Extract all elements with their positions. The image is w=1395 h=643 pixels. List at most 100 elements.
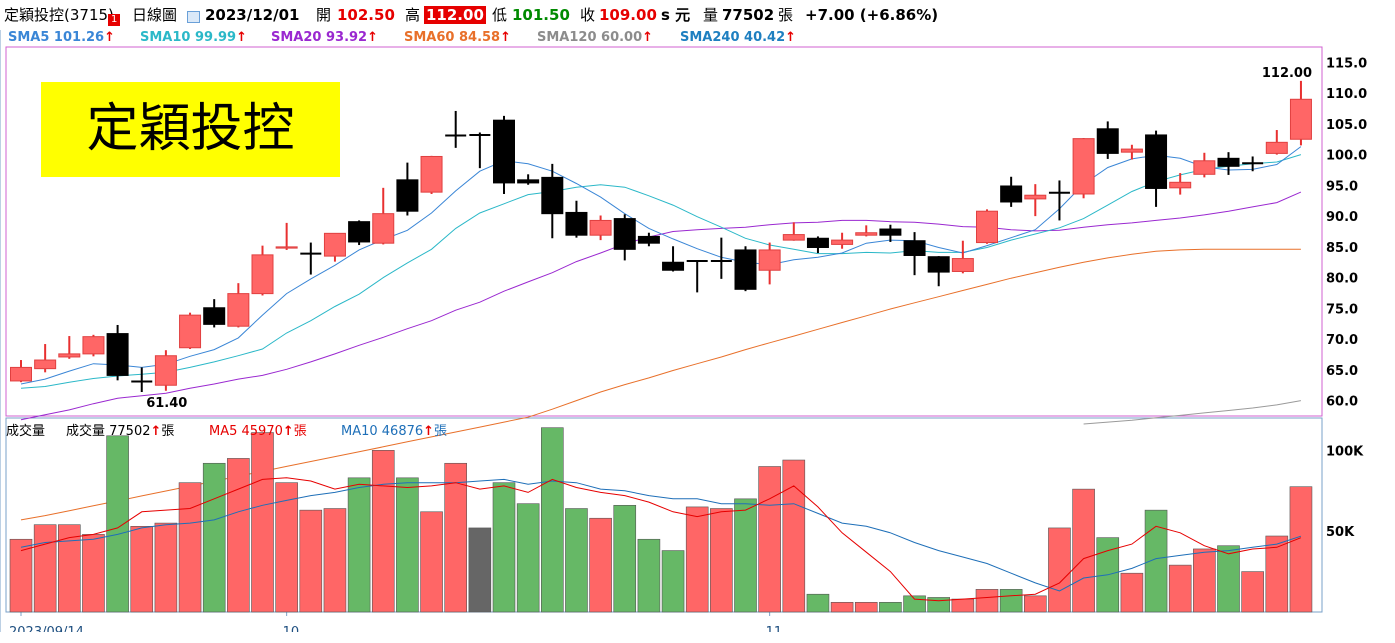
candle-body xyxy=(1000,185,1023,203)
volume-bar xyxy=(854,601,878,613)
volume-bar xyxy=(951,598,975,613)
volume-bar xyxy=(734,498,757,613)
low-annotation: 61.40 xyxy=(146,396,187,411)
candle-body xyxy=(1265,141,1288,154)
price-tick-label: 65.0 xyxy=(1326,364,1358,379)
volume-tick-label: 50K xyxy=(1326,525,1355,540)
volume-bar xyxy=(299,509,323,613)
volume-bar xyxy=(178,482,202,613)
volume-bar xyxy=(154,522,178,613)
volume-bar xyxy=(1120,572,1144,613)
volume-bar xyxy=(57,524,81,613)
volume-bar xyxy=(758,466,781,613)
candle-body xyxy=(493,119,515,184)
price-tick-label: 105.0 xyxy=(1326,118,1367,133)
candle-body xyxy=(1193,160,1216,175)
volume-bar xyxy=(879,601,902,613)
candle-body xyxy=(34,359,57,370)
price-tick-label: 90.0 xyxy=(1326,210,1358,225)
price-tick-label: 115.0 xyxy=(1326,56,1367,71)
volume-bar xyxy=(830,601,854,613)
price-tick-label: 100.0 xyxy=(1326,149,1367,164)
candle-body xyxy=(976,210,998,244)
chart-type-label[interactable]: 日線圖 xyxy=(132,6,178,24)
open-label: 開 xyxy=(316,6,332,24)
quote-date: 2023/12/01 xyxy=(205,6,300,24)
volume-bar xyxy=(1048,527,1071,613)
candle-body xyxy=(106,333,129,376)
candle-body xyxy=(662,261,685,271)
alert-badge[interactable]: 1 xyxy=(108,8,121,26)
sma5-line xyxy=(20,146,1302,385)
candle-body xyxy=(10,366,32,382)
volume-bar xyxy=(975,589,999,613)
volume-bar xyxy=(371,450,395,613)
candle-body xyxy=(613,218,636,250)
close-label: 收 xyxy=(580,6,596,24)
volume-bar xyxy=(396,477,419,613)
candle-body xyxy=(831,239,854,245)
volume-bar xyxy=(1024,595,1047,613)
volume-legend: 成交量 77502↑張 xyxy=(66,424,175,439)
candle-body xyxy=(1120,148,1143,153)
candle-body xyxy=(154,355,177,386)
sma60-legend: SMA60 84.58↑ xyxy=(404,30,512,45)
candle-body xyxy=(879,228,902,236)
candle-body xyxy=(251,254,274,295)
sma120-line xyxy=(1083,400,1301,425)
volume-bar xyxy=(323,508,347,613)
candle-body xyxy=(1096,128,1119,154)
candle-body xyxy=(927,256,950,273)
candle-body xyxy=(782,234,805,241)
volume-bar xyxy=(468,527,492,613)
high-value: 112.00 xyxy=(424,6,486,24)
vma10-line xyxy=(20,478,1302,592)
bottom-strip xyxy=(0,632,1395,643)
candle-body xyxy=(806,237,829,248)
volume-bar xyxy=(1241,571,1264,613)
candle-body xyxy=(1145,134,1168,189)
quote-header: 定穎投控(3715) 1 日線圖 2023/12/01 開 102.50 高 1… xyxy=(0,0,1395,30)
volume-bar xyxy=(903,595,926,613)
candle-body xyxy=(1072,138,1095,195)
volume-bar xyxy=(130,526,154,613)
price-tick-label: 80.0 xyxy=(1326,272,1358,287)
volume-bar xyxy=(685,506,709,613)
price-unit: s 元 xyxy=(661,6,691,24)
price-panel-frame xyxy=(5,46,1323,417)
volume-bar xyxy=(999,589,1023,613)
stock-name: 定穎投控(3715) xyxy=(4,6,114,24)
price-tick-label: 95.0 xyxy=(1326,179,1358,194)
sma10-line xyxy=(20,154,1302,389)
volume-bar xyxy=(1265,535,1289,613)
volume-bar xyxy=(420,511,443,613)
candle-body xyxy=(275,246,298,249)
candle-body xyxy=(58,353,81,358)
candle-body xyxy=(420,155,443,193)
high-annotation: 112.00 xyxy=(1262,66,1312,81)
volume-bar xyxy=(589,517,612,613)
volume-bar xyxy=(661,550,685,613)
volume-bar xyxy=(1144,509,1168,613)
candle-body xyxy=(348,221,371,243)
volume-bar xyxy=(347,477,371,613)
candle-body xyxy=(758,249,781,271)
candle-body xyxy=(541,176,564,215)
sma120-legend: SMA120 60.00↑ xyxy=(537,30,654,45)
volume-bar xyxy=(9,538,33,613)
candle-body xyxy=(517,179,540,184)
vma5-legend: MA5 45970↑張 xyxy=(209,424,307,439)
price-tick-label: 110.0 xyxy=(1326,87,1367,102)
volume-bar xyxy=(275,482,298,613)
calendar-icon[interactable] xyxy=(187,7,200,25)
candle-body xyxy=(179,314,202,349)
price-tick-label: 85.0 xyxy=(1326,241,1358,256)
sma20-line xyxy=(20,191,1302,421)
price-change: +7.00 (+6.86%) xyxy=(805,6,939,24)
volume-bar xyxy=(33,524,57,613)
sma20-legend: SMA20 93.92↑ xyxy=(271,30,379,45)
stock-title-overlay: 定穎投控 xyxy=(41,82,340,177)
volume-bar xyxy=(782,459,806,613)
volume-bar xyxy=(1168,564,1192,613)
